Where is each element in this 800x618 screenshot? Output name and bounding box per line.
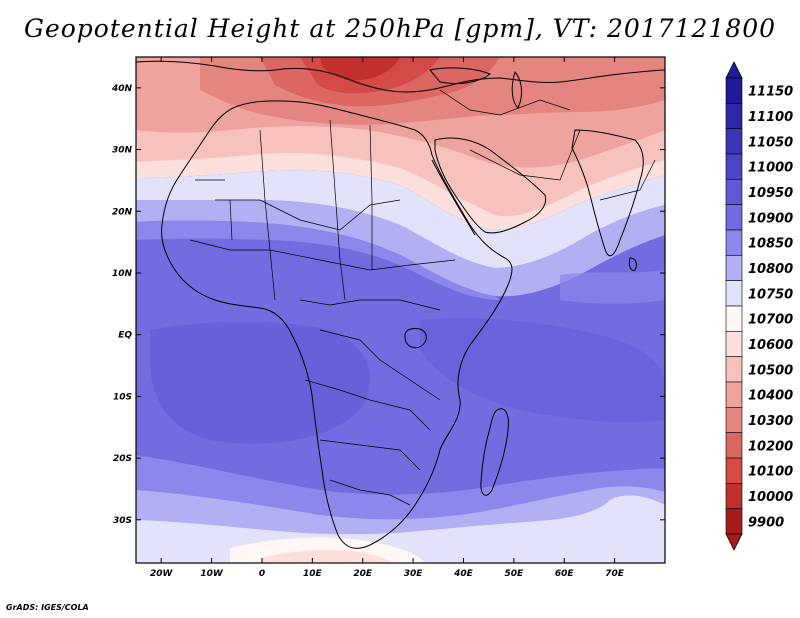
colorbar-swatch: [725, 407, 743, 433]
colorbar-swatch: [725, 381, 743, 408]
lat-tick-label: 10N: [112, 269, 133, 279]
colorbar-swatch: [725, 77, 743, 104]
colorbar-label: 10200: [748, 439, 793, 454]
colorbar-swatch: [725, 483, 743, 509]
colorbar-label: 10750: [748, 287, 793, 302]
lon-tick-label: 10W: [200, 569, 224, 579]
lat-tick-label: EQ: [118, 331, 132, 341]
lat-tick-label: 30N: [112, 146, 133, 156]
longitude-axis: 20W 10W 0 10E 20E 30E 40E 50E 60E 70E: [150, 57, 625, 579]
colorbar-max-arrow: [725, 61, 743, 79]
colorbar-label: 10600: [748, 338, 793, 353]
lon-tick-label: 0: [259, 569, 265, 579]
colorbar-label: 11100: [748, 110, 793, 125]
colorbar-swatch: [725, 305, 743, 332]
lat-tick-label: 10S: [113, 392, 132, 402]
colorbar-swatch: [725, 103, 743, 129]
lon-tick-label: 70E: [605, 569, 625, 579]
lon-tick-label: 50E: [505, 569, 525, 579]
colorbar-min-arrow: [725, 533, 743, 551]
lat-tick-label: 20S: [113, 454, 132, 464]
colorbar-label: 10500: [748, 363, 793, 378]
colorbar-label: 11000: [748, 161, 793, 176]
colorbar-swatch: [725, 229, 743, 256]
country-borders: [189, 89, 656, 506]
colorbar-label: 10000: [748, 490, 793, 505]
lon-tick-label: 20W: [150, 569, 174, 579]
lon-tick-label: 30E: [404, 569, 424, 579]
colorbar-label: 10300: [748, 414, 793, 429]
colorbar-label: 10700: [748, 313, 793, 328]
colorbar-swatch: [725, 128, 743, 155]
latitude-axis: 40N 30N 20N 10N EQ 10S 20S 30S: [111, 84, 665, 526]
colorbar-label: 10850: [748, 237, 793, 252]
colorbar-label: 10900: [748, 211, 793, 226]
map-frame: [135, 56, 666, 564]
lat-tick-label: 30S: [113, 516, 132, 526]
colorbar-swatch: [725, 280, 743, 307]
colorbar-swatch: [725, 204, 743, 231]
lat-tick-label: 20N: [112, 207, 133, 217]
colorbar-label: 10950: [748, 186, 793, 201]
lat-tick-label: 40N: [111, 84, 133, 94]
colorbar-swatch: [725, 356, 743, 383]
colorbar-label: 10100: [748, 465, 793, 480]
geopotential-field: [136, 57, 665, 563]
lon-tick-label: 20E: [353, 569, 373, 579]
colorbar-swatch: [725, 153, 743, 180]
colorbar-label: 11050: [748, 135, 793, 150]
colorbar-swatch: [725, 508, 743, 535]
colorbar-swatch: [725, 457, 743, 484]
lon-tick-label: 40E: [453, 569, 474, 579]
colorbar-label: 10800: [748, 262, 793, 277]
colorbar-swatch: [725, 331, 743, 357]
colorbar-swatch: [725, 179, 743, 205]
colorbar-swatch: [725, 432, 743, 459]
credit-label: GrADS: IGES/COLA: [6, 603, 89, 612]
colorbar-label: 11150: [748, 85, 793, 100]
map-title: Geopotential Height at 250hPa [gpm], VT:…: [23, 14, 777, 43]
coastlines: [136, 60, 665, 549]
colorbar-label: 10400: [748, 389, 793, 404]
colorbar: 11150 11100 11050 11000 10950 10900 10850 10800…: [725, 61, 793, 551]
colorbar-swatch: [725, 255, 743, 281]
colorbar-label: 9900: [748, 515, 784, 530]
lon-tick-label: 10E: [303, 569, 323, 579]
lon-tick-label: 60E: [555, 569, 575, 579]
